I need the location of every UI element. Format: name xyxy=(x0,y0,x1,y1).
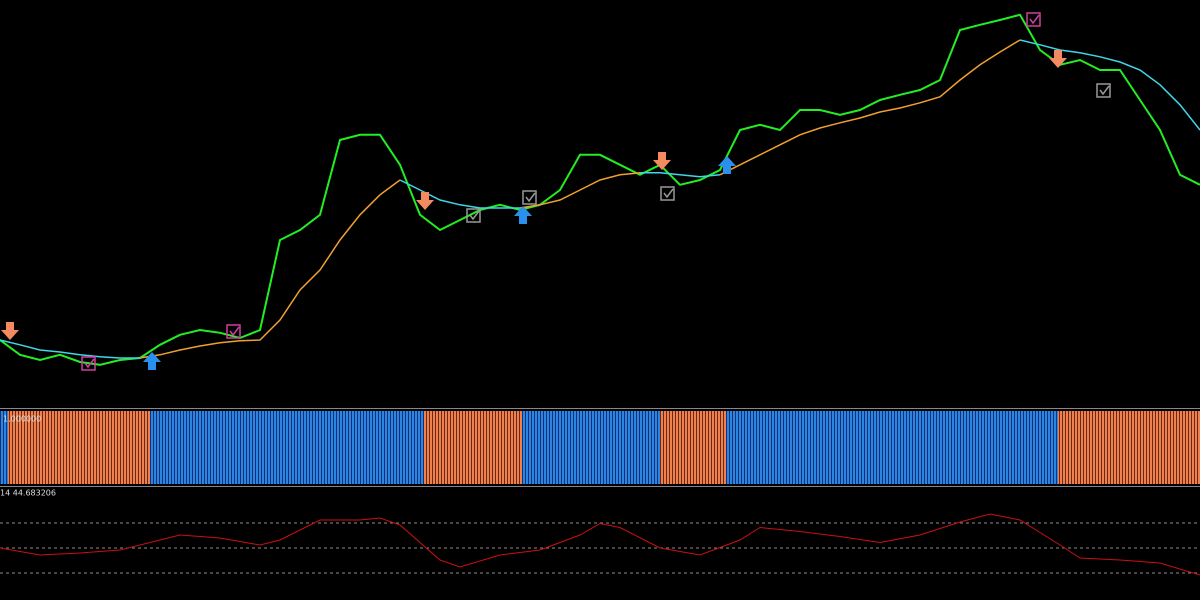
series-line xyxy=(139,179,401,359)
signal-icons xyxy=(1,12,1111,371)
series-line xyxy=(0,339,140,359)
series-line xyxy=(0,513,1200,576)
oscillator-panel: 14 44.683206 xyxy=(0,489,1200,576)
trend-panel: 1.000000 xyxy=(0,411,1200,484)
check-boxes xyxy=(466,83,1111,223)
series-line xyxy=(719,39,1021,176)
buy-arrows xyxy=(143,156,736,370)
exit-boxes xyxy=(81,12,1041,371)
trend-label: 1.000000 xyxy=(3,415,41,424)
series-line xyxy=(519,172,641,209)
oscillator-label: 14 44.683206 xyxy=(0,489,56,498)
sell-arrows xyxy=(1,50,1067,340)
series-line xyxy=(0,13,1200,366)
price-panel xyxy=(0,13,1200,366)
series-line xyxy=(399,179,520,209)
series-line xyxy=(1019,39,1200,131)
series-line xyxy=(640,172,721,178)
